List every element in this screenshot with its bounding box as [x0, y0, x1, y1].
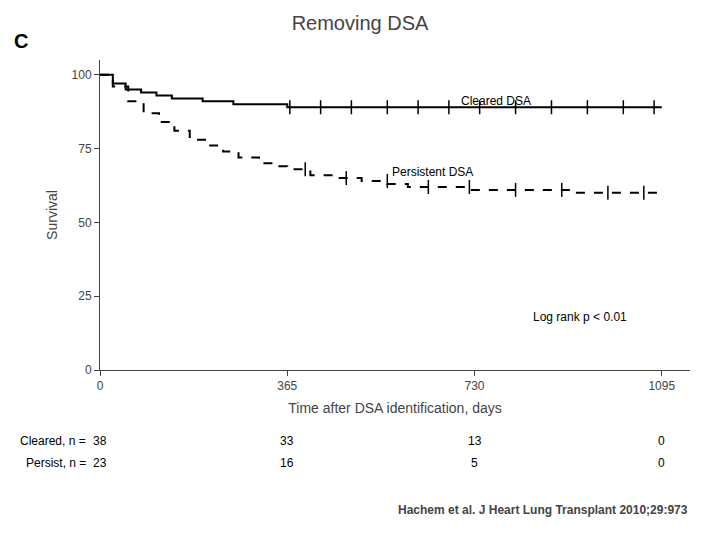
- svg-text:365: 365: [277, 379, 297, 393]
- svg-text:Time after DSA identification,: Time after DSA identification, days: [288, 400, 501, 416]
- svg-text:Survival: Survival: [44, 190, 60, 240]
- svg-text:730: 730: [465, 379, 485, 393]
- svg-text:Hachem et al. J Heart Lung Tra: Hachem et al. J Heart Lung Transplant 20…: [398, 503, 688, 517]
- svg-text:0: 0: [97, 379, 104, 393]
- svg-text:0: 0: [85, 363, 92, 377]
- svg-text:1095: 1095: [648, 379, 675, 393]
- svg-text:75: 75: [78, 142, 92, 156]
- svg-text:5: 5: [471, 456, 478, 470]
- svg-text:38: 38: [93, 434, 107, 448]
- svg-text:13: 13: [468, 434, 482, 448]
- svg-text:50: 50: [78, 216, 92, 230]
- svg-text:23: 23: [93, 456, 107, 470]
- svg-text:25: 25: [78, 289, 92, 303]
- svg-text:Removing DSA: Removing DSA: [292, 12, 429, 34]
- svg-text:16: 16: [280, 456, 294, 470]
- svg-text:Log rank p < 0.01: Log rank p < 0.01: [533, 310, 627, 324]
- svg-text:0: 0: [658, 456, 665, 470]
- svg-text:33: 33: [280, 434, 294, 448]
- svg-text:Cleared DSA: Cleared DSA: [461, 94, 531, 108]
- svg-text:0: 0: [658, 434, 665, 448]
- svg-text:100: 100: [72, 68, 92, 82]
- svg-text:Cleared, n =: Cleared, n =: [20, 434, 86, 448]
- svg-text:Persistent DSA: Persistent DSA: [392, 165, 473, 179]
- svg-text:C: C: [14, 30, 28, 52]
- svg-text:Persist, n =: Persist, n =: [26, 456, 86, 470]
